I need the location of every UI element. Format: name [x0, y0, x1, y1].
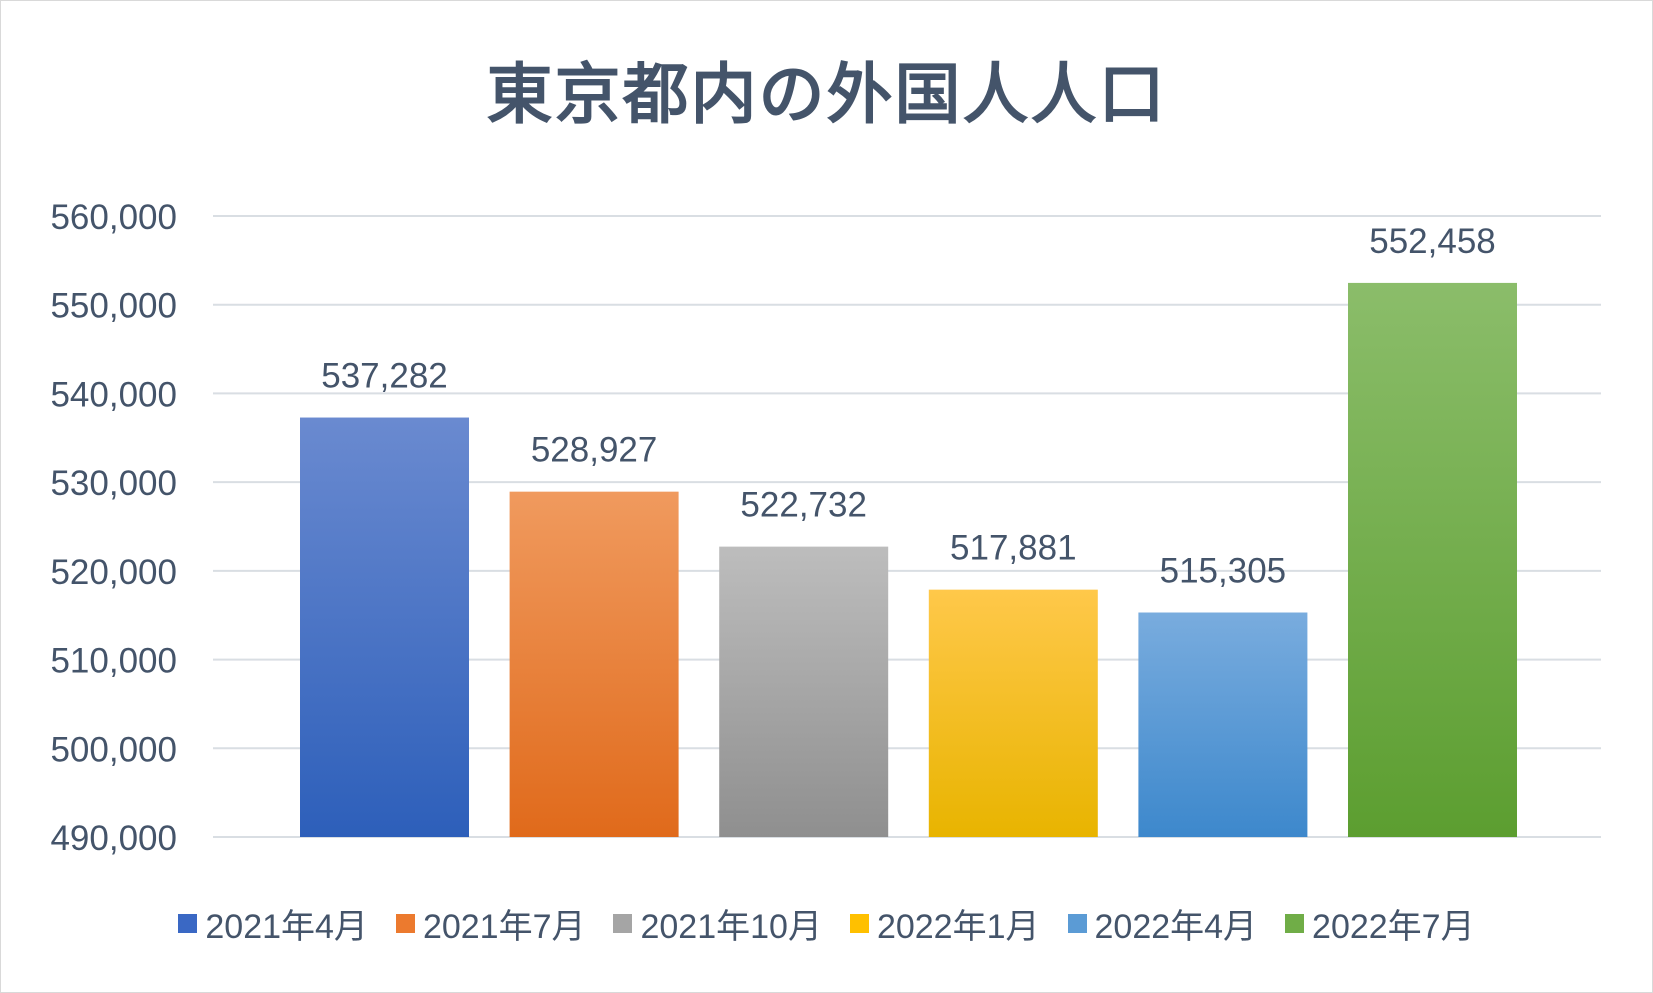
data-label: 522,732: [740, 486, 867, 525]
legend-label: 2022年7月: [1312, 908, 1475, 946]
legend-item: 2022年7月: [1285, 899, 1475, 948]
legend-item: 2021年7月: [395, 899, 586, 948]
legend-swatch: [1067, 914, 1087, 933]
data-label: 552,458: [1369, 222, 1496, 261]
legend-swatch: [178, 914, 198, 933]
legend-item: 2021年10月: [613, 899, 822, 948]
y-axis-ticks: 490,000 500,000 510,000 520,000 530,000 540,0…: [50, 198, 177, 858]
bars: [300, 282, 1517, 837]
data-label: 537,282: [321, 357, 448, 396]
y-tick-label: 540,000: [50, 375, 177, 414]
legend-item: 2022年1月: [849, 899, 1040, 948]
bar-3: [719, 546, 889, 837]
bar-5: [1138, 612, 1308, 837]
y-tick-label: 500,000: [50, 730, 177, 769]
legend-label: 2021年7月: [422, 908, 586, 946]
legend-swatch: [849, 914, 869, 933]
bar-1: [300, 417, 469, 837]
data-label: 528,927: [531, 431, 658, 470]
legend-swatch: [613, 914, 633, 933]
legend-label: 2021年4月: [205, 908, 368, 946]
y-tick-label: 530,000: [50, 464, 177, 503]
legend-label: 2022年1月: [876, 908, 1040, 946]
legend-swatch: [1285, 914, 1305, 933]
legend-label: 2021年10月: [640, 908, 822, 946]
legend: 2021年4月 2021年7月 2021年10月 2022年1月 2022年4月 2022…: [1, 899, 1652, 948]
legend-swatch: [395, 914, 415, 933]
y-tick-label: 510,000: [50, 642, 177, 681]
legend-item: 2021年4月: [178, 899, 368, 948]
bar-2: [509, 491, 679, 837]
legend-label: 2022年4月: [1094, 908, 1258, 946]
y-tick-label: 490,000: [50, 819, 177, 858]
data-label: 515,305: [1160, 552, 1287, 591]
y-tick-label: 560,000: [50, 198, 177, 237]
bar-6: [1348, 282, 1517, 837]
chart-title: 東京都内の外国人人口: [486, 56, 1167, 133]
data-label: 517,881: [950, 529, 1077, 568]
y-tick-label: 520,000: [50, 553, 177, 592]
bar-4: [928, 589, 1098, 837]
data-labels: 537,282 528,927 522,732 517,881 515,305 552,4…: [321, 222, 1496, 591]
legend-item: 2022年4月: [1067, 899, 1258, 948]
y-tick-label: 550,000: [50, 287, 177, 326]
